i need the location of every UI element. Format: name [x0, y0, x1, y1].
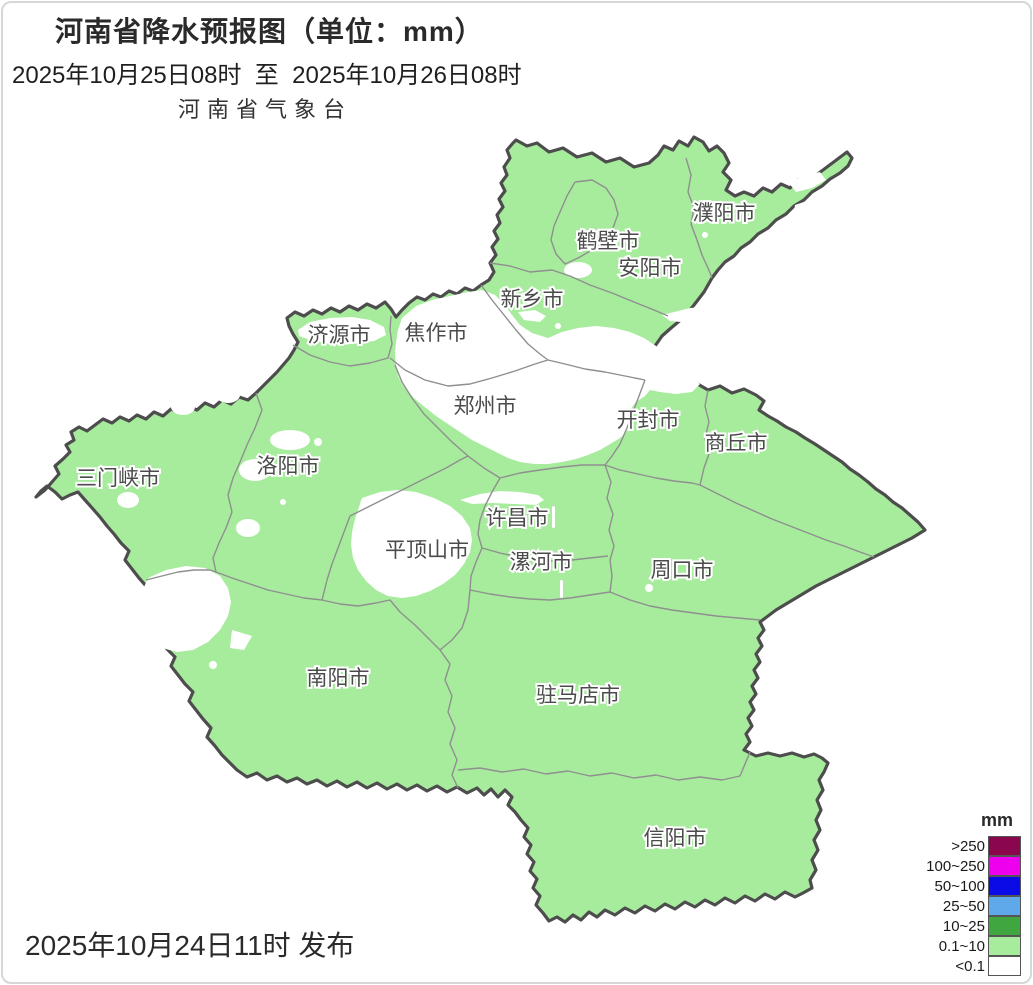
- legend-item-label: 100~250: [926, 857, 985, 875]
- no-rain-jiyuan: [298, 317, 386, 344]
- legend-swatch: [988, 896, 1021, 916]
- city-label: 许昌市: [486, 507, 549, 530]
- no-rain-dot: [314, 438, 322, 446]
- page-title: 河南省降水预报图（单位：mm）: [55, 16, 484, 47]
- city-label: 新乡市: [501, 288, 564, 311]
- legend-item-label: 10~25: [942, 917, 985, 935]
- forecast-period: 2025年10月25日08时 至 2025年10月26日08时: [12, 62, 522, 89]
- no-rain-dot: [209, 661, 217, 669]
- no-rain-dot: [555, 323, 561, 329]
- city-label: 洛阳市: [257, 455, 320, 478]
- legend-swatch: [988, 936, 1021, 956]
- city-label: 开封市: [617, 409, 680, 432]
- no-rain-anyang-corridor: [662, 306, 816, 330]
- city-label: 鹤壁市: [577, 230, 640, 253]
- legend-item: 25~50: [925, 896, 1021, 916]
- city-label: 濮阳市: [693, 202, 756, 225]
- no-rain-dot: [645, 584, 653, 592]
- legend-item-label: 50~100: [934, 877, 985, 895]
- legend-item: >250: [925, 836, 1021, 856]
- city-label: 周口市: [651, 559, 714, 582]
- no-rain-dot: [280, 499, 286, 505]
- no-rain-patch: [171, 399, 195, 415]
- city-label: 焦作市: [405, 322, 468, 345]
- legend-item: <0.1: [925, 956, 1021, 976]
- precipitation-legend: mm >250 100~250 50~100 25~50 10~25 0.1~10 <0.1: [925, 810, 1021, 976]
- no-rain-patch: [239, 459, 271, 481]
- no-rain-patch: [117, 492, 139, 508]
- city-label: 南阳市: [307, 667, 370, 690]
- legend-swatch: [988, 876, 1021, 896]
- prefecture-borders: [145, 157, 875, 789]
- city-label: 驻马店市: [536, 684, 620, 707]
- no-rain-puyang-sliver: [794, 200, 818, 214]
- no-rain-patch: [230, 630, 252, 650]
- legend-item-label: <0.1: [955, 957, 985, 975]
- city-label: 安阳市: [619, 257, 682, 280]
- no-rain-patch: [518, 310, 546, 322]
- no-rain-sliver: [552, 506, 555, 528]
- legend-item-label: >250: [951, 837, 985, 855]
- no-rain-patch: [216, 387, 240, 403]
- city-label: 济源市: [308, 324, 371, 347]
- legend-item-label: 25~50: [942, 897, 985, 915]
- legend-unit-label: mm: [980, 810, 1013, 830]
- city-label: 信阳市: [644, 827, 707, 850]
- no-rain-xuchang-strip: [460, 491, 544, 505]
- legend-item: 100~250: [925, 856, 1021, 876]
- legend-item: 50~100: [925, 876, 1021, 896]
- legend-swatch: [988, 836, 1021, 856]
- legend-swatch: [988, 956, 1021, 976]
- no-rain-sliver: [560, 580, 563, 598]
- no-rain-dot: [702, 232, 708, 238]
- city-label: 三门峡市: [76, 467, 160, 490]
- issue-time: 2025年10月24日11时 发布: [25, 930, 355, 961]
- no-rain-pingdingshan: [351, 490, 472, 598]
- henan-province-shape: [34, 135, 927, 924]
- no-rain-patch: [564, 262, 592, 278]
- legend-swatch: [988, 856, 1021, 876]
- no-rain-patch: [236, 519, 260, 537]
- no-rain-puyang-sliver: [788, 172, 826, 192]
- no-rain-areas: [117, 172, 826, 669]
- city-label: 平顶山市: [385, 539, 469, 562]
- issuing-agency: 河南省气象台: [178, 97, 353, 122]
- no-rain-patch: [270, 430, 310, 450]
- city-label: 商丘市: [705, 432, 768, 455]
- legend-swatch: [988, 916, 1021, 936]
- city-label: 漯河市: [510, 551, 573, 574]
- no-rain-nanyang: [139, 566, 231, 652]
- legend-item-label: 0.1~10: [938, 937, 985, 955]
- legend-rows: >250 100~250 50~100 25~50 10~25 0.1~10 <0.1: [925, 836, 1021, 976]
- legend-item: 10~25: [925, 916, 1021, 936]
- no-rain-jiaozuo-zhengzhou: [395, 290, 700, 464]
- legend-item: 0.1~10: [925, 936, 1021, 956]
- city-label: 郑州市: [454, 395, 517, 418]
